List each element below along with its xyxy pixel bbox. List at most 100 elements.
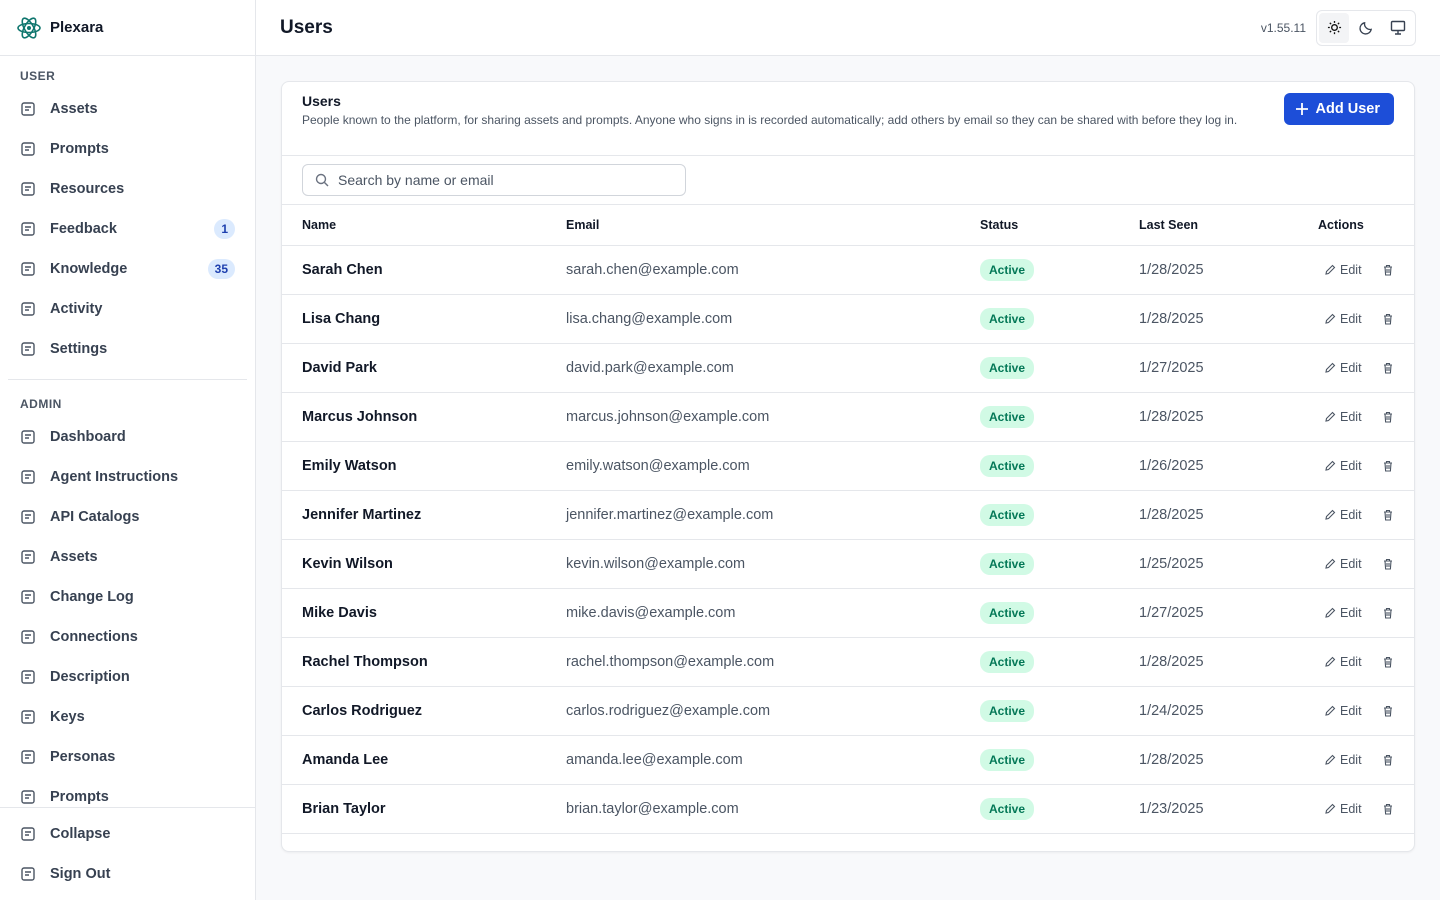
nav-item[interactable]: Agent Instructions <box>8 457 247 497</box>
edit-button[interactable]: Edit <box>1324 753 1362 767</box>
add-user-button[interactable]: Add User <box>1283 93 1394 125</box>
delete-button[interactable] <box>1382 460 1394 472</box>
row-actions: Edit <box>1324 557 1394 571</box>
table-row: Carlos Rodriguez carlos.rodriguez@example… <box>282 687 1414 736</box>
nav-item[interactable]: API Catalogs <box>8 497 247 537</box>
nav-label: Prompts <box>50 789 109 805</box>
user-name: Marcus Johnson <box>302 409 418 425</box>
nav-label: Connections <box>50 629 138 645</box>
topbar: Users v1.55.11 <box>256 0 1440 56</box>
last-seen: 1/26/2025 <box>1139 458 1204 474</box>
edit-label: Edit <box>1340 606 1362 620</box>
status-badge: Active <box>980 357 1035 379</box>
column-header: Name <box>302 218 337 232</box>
user-name: Carlos Rodriguez <box>302 703 423 719</box>
nav-label: Feedback <box>50 221 117 237</box>
row-actions: Edit <box>1324 459 1394 473</box>
separator <box>8 379 247 380</box>
nav-item[interactable]: Resources <box>8 169 247 209</box>
user-email: jennifer.martinez@example.com <box>566 507 774 523</box>
table-row: Rachel Thompson rachel.thompson@example.c… <box>282 638 1414 687</box>
delete-button[interactable] <box>1382 754 1394 766</box>
edit-button[interactable]: Edit <box>1324 655 1362 669</box>
delete-button[interactable] <box>1382 656 1394 668</box>
nav-item[interactable]: Dashboard <box>8 417 247 457</box>
delete-button[interactable] <box>1382 558 1394 570</box>
column-header: Status <box>980 218 1019 232</box>
user-email: sarah.chen@example.com <box>566 262 739 278</box>
user-name: Kevin Wilson <box>302 556 393 572</box>
delete-button[interactable] <box>1382 362 1394 374</box>
table-row: Marcus Johnson marcus.johnson@example.com… <box>282 393 1414 442</box>
system-theme[interactable] <box>1383 13 1413 43</box>
delete-button[interactable] <box>1382 509 1394 521</box>
edit-label: Edit <box>1340 508 1362 522</box>
edit-button[interactable]: Edit <box>1324 557 1362 571</box>
column-header: Email <box>566 218 600 232</box>
status-badge: Active <box>980 406 1035 428</box>
table-row: Lisa Chang lisa.chang@example.com Active 1/… <box>282 295 1414 344</box>
dark-theme[interactable] <box>1351 13 1381 43</box>
last-seen: 1/28/2025 <box>1139 311 1204 327</box>
edit-button[interactable]: Edit <box>1324 410 1362 424</box>
nav-item[interactable]: Prompts <box>8 129 247 169</box>
nav-label: Prompts <box>50 141 109 157</box>
nav-item[interactable]: Connections <box>8 617 247 657</box>
sidebar-footer: Collapse Sign Out <box>0 807 255 900</box>
nav-item[interactable]: Assets <box>8 89 247 129</box>
table-row: Sarah Chen sarah.chen@example.com Active 1/… <box>282 246 1414 295</box>
edit-button[interactable]: Edit <box>1324 508 1362 522</box>
card-header: Users People known to the platform, for … <box>282 82 1414 156</box>
edit-button[interactable]: Edit <box>1324 606 1362 620</box>
delete-button[interactable] <box>1382 607 1394 619</box>
status-badge: Active <box>980 455 1035 477</box>
user-email: marcus.johnson@example.com <box>566 409 770 425</box>
delete-button[interactable] <box>1382 705 1394 717</box>
delete-button[interactable] <box>1382 411 1394 423</box>
user-name: Rachel Thompson <box>302 654 428 670</box>
footer-item[interactable]: Collapse <box>8 814 247 854</box>
search-input[interactable]: Search by name or email <box>302 164 686 196</box>
last-seen: 1/28/2025 <box>1139 262 1204 278</box>
edit-button[interactable]: Edit <box>1324 802 1362 816</box>
users-card: Users People known to the platform, for … <box>281 81 1415 852</box>
delete-button[interactable] <box>1382 264 1394 276</box>
nav-item[interactable]: Keys <box>8 697 247 737</box>
edit-button[interactable]: Edit <box>1324 312 1362 326</box>
table-row: Jennifer Martinez jennifer.martinez@examp… <box>282 491 1414 540</box>
delete-button[interactable] <box>1382 313 1394 325</box>
edit-button[interactable]: Edit <box>1324 263 1362 277</box>
nav-item[interactable]: Description <box>8 657 247 697</box>
nav-item[interactable]: Feedback 1 <box>8 209 247 249</box>
logo <box>17 16 41 39</box>
footer-label: Sign Out <box>50 866 111 882</box>
brand[interactable]: Plexara <box>0 0 255 56</box>
sidebar: Plexara USER Assets Prompts Resources Feedba… <box>0 0 256 900</box>
edit-button[interactable]: Edit <box>1324 361 1362 375</box>
user-name: Lisa Chang <box>302 311 381 327</box>
edit-button[interactable]: Edit <box>1324 459 1362 473</box>
user-name: Amanda Lee <box>302 752 389 768</box>
nav-item[interactable]: Change Log <box>8 577 247 617</box>
nav-item[interactable]: Settings <box>8 329 247 369</box>
last-seen: 1/28/2025 <box>1139 507 1204 523</box>
user-name: Emily Watson <box>302 458 397 474</box>
nav-label: Description <box>50 669 130 685</box>
row-actions: Edit <box>1324 361 1394 375</box>
nav-item[interactable]: Knowledge 35 <box>8 249 247 289</box>
nav-item[interactable]: Activity <box>8 289 247 329</box>
column-header: Actions <box>1318 218 1364 232</box>
last-seen: 1/24/2025 <box>1139 703 1204 719</box>
footer-item[interactable]: Sign Out <box>8 854 247 894</box>
row-actions: Edit <box>1324 802 1394 816</box>
brand-name: Plexara <box>50 19 104 36</box>
nav-item[interactable]: Prompts <box>8 777 247 807</box>
nav-item[interactable]: Personas <box>8 737 247 777</box>
edit-button[interactable]: Edit <box>1324 704 1362 718</box>
nav-item[interactable]: Assets <box>8 537 247 577</box>
light-theme[interactable] <box>1319 12 1349 43</box>
nav-label: Dashboard <box>50 429 126 445</box>
delete-button[interactable] <box>1382 803 1394 815</box>
row-actions: Edit <box>1324 606 1394 620</box>
